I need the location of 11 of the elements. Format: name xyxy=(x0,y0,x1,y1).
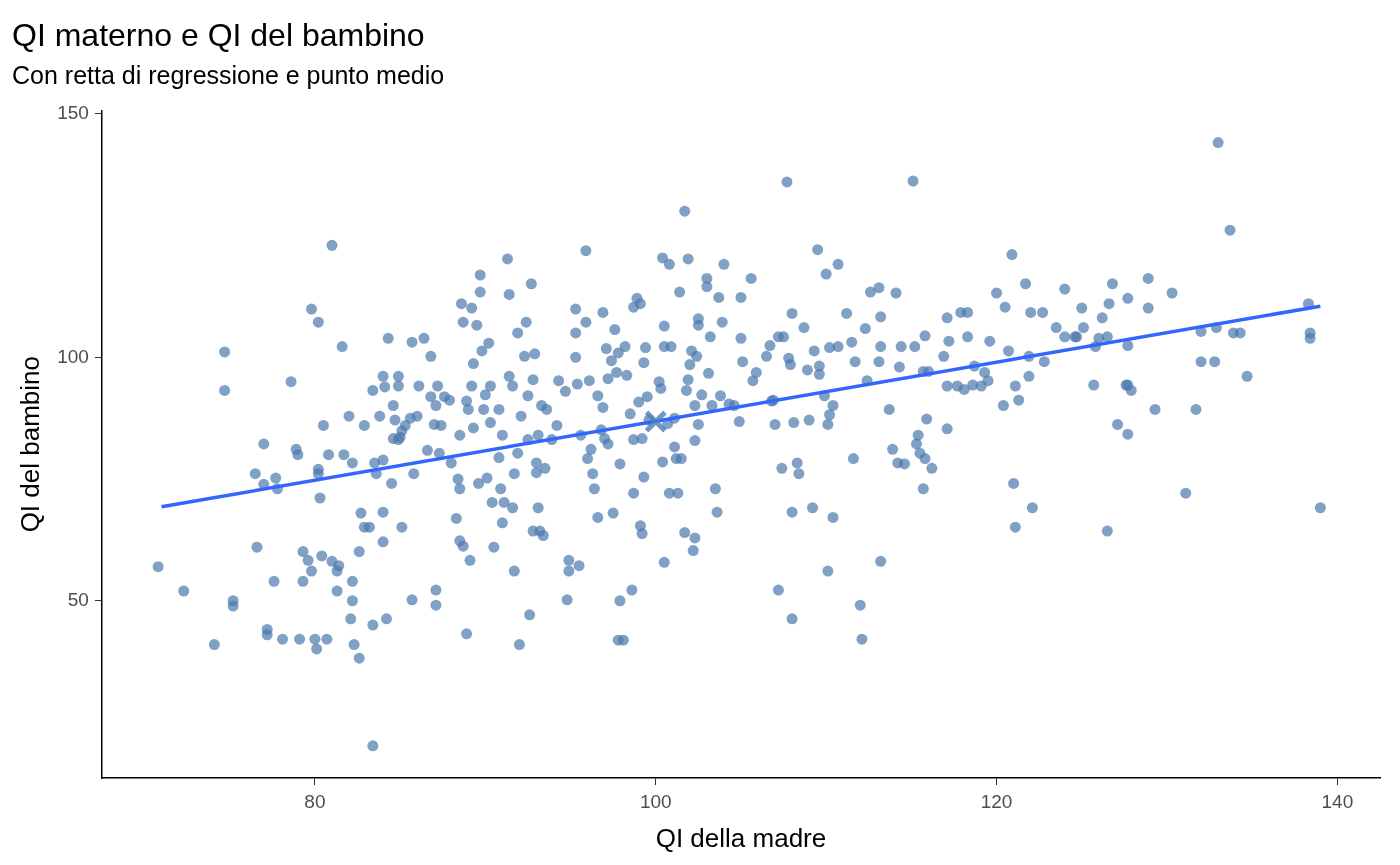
x-axis-title: QI della madre xyxy=(655,822,827,853)
x-tick-label: 140 xyxy=(1321,790,1354,812)
chart-subtitle: Con retta di regressione e punto medio xyxy=(12,61,445,90)
y-tick-label: 50 xyxy=(67,588,89,610)
x-tick-label: 80 xyxy=(304,790,326,812)
y-axis-title: QI del bambino xyxy=(14,356,45,533)
y-tick-label: 100 xyxy=(57,345,89,367)
x-tick-label: 120 xyxy=(980,790,1013,812)
x-tick-label: 100 xyxy=(639,790,672,812)
chart-title: QI materno e QI del bambino xyxy=(12,17,425,54)
y-tick-label: 150 xyxy=(57,102,89,124)
